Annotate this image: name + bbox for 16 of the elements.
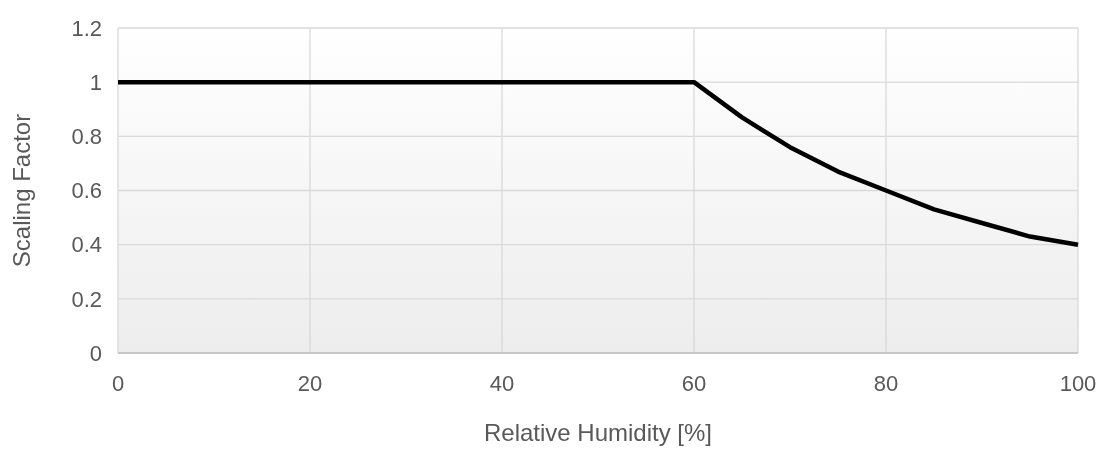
y-tick-label: 0 (89, 340, 102, 366)
x-tick-label: 40 (489, 371, 515, 396)
x-axis-title: Relative Humidity [%] (483, 419, 713, 446)
y-tick-label: 0.6 (71, 178, 102, 204)
x-tick-label: 60 (681, 371, 707, 396)
y-tick-label: 0.2 (71, 286, 102, 312)
y-tick-label: 1.2 (71, 15, 102, 41)
x-tick-label: 80 (873, 371, 899, 396)
x-tick-label: 0 (111, 371, 125, 396)
y-axis-title: Scaling Factor (8, 113, 35, 268)
y-tick-label: 0.4 (71, 232, 102, 258)
x-tick-label: 20 (297, 371, 323, 396)
line-series (115, 79, 1081, 247)
y-tick-label: 0.8 (71, 124, 102, 150)
x-tick-label: 100 (1059, 371, 1097, 396)
y-tick-label: 1 (89, 69, 102, 95)
